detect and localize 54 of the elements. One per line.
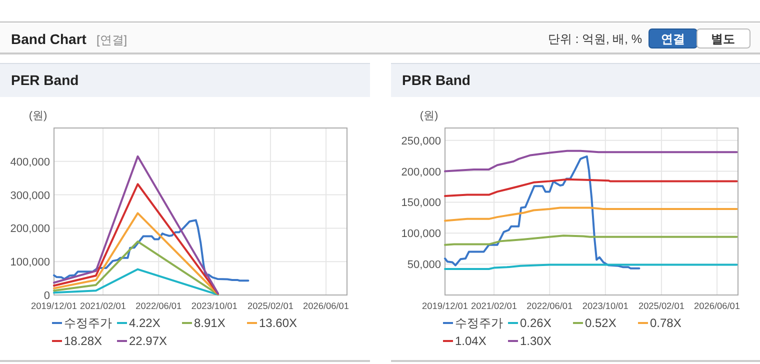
legend-label: 13.60X (259, 316, 298, 330)
legend-label: 18.28X (64, 334, 102, 348)
x-tick-label: 2023/10/01 (191, 301, 238, 311)
line-series (53, 183, 219, 295)
text: 연결 (661, 32, 685, 46)
x-tick-label: 2019/12/01 (31, 301, 77, 311)
y-axis-title: (원) (420, 110, 438, 122)
line-series (53, 268, 219, 296)
y-tick-label: 50,000 (407, 259, 441, 272)
y-tick-label: 400,000 (10, 156, 50, 168)
legend-label: 4.22X (129, 316, 160, 330)
line-series (444, 206, 738, 222)
y-tick-label: 200,000 (401, 166, 441, 178)
y-tick-label: 300,000 (10, 190, 50, 202)
y-tick-label: 100,000 (10, 256, 50, 269)
text: Band Chart (11, 31, 87, 47)
legend-label: 1.30X (520, 334, 552, 348)
line-series (53, 155, 219, 294)
line-series (444, 178, 738, 198)
line-series (444, 155, 640, 270)
text: 별도 (711, 32, 735, 46)
y-tick-label: 100,000 (401, 228, 441, 240)
x-tick-label: 2026/06/01 (303, 301, 350, 311)
y-tick-label: 200,000 (10, 223, 50, 236)
x-tick-label: 2019/12/01 (422, 301, 468, 311)
x-tick-label: 2026/06/01 (694, 301, 740, 311)
y-axis-title: (원) (28, 110, 48, 122)
line-series (444, 234, 738, 246)
x-tick-label: 2023/10/01 (582, 301, 628, 311)
x-tick-label: 2022/06/01 (136, 301, 182, 311)
legend-label: 1.04X (455, 334, 486, 348)
legend-label: 8.91X (194, 316, 226, 330)
x-tick-label: 2021/02/01 (471, 301, 518, 311)
legend-label: 0.78X (650, 316, 682, 330)
chart-title: PBR Band (402, 72, 470, 88)
y-tick-label: 250,000 (401, 135, 441, 148)
line-series (444, 150, 738, 172)
y-tick-label: 150,000 (401, 197, 441, 210)
text: 단위 : 억원, 배, % (548, 32, 642, 46)
chart-title: PER Band (11, 72, 79, 88)
legend-label: 0.26X (520, 316, 552, 330)
y-tick-label: 0 (44, 290, 50, 302)
text: [연결] (96, 33, 128, 47)
x-tick-label: 2025/02/01 (638, 301, 684, 311)
line-series (53, 212, 219, 295)
line-series (53, 219, 250, 282)
legend-label: 22.97X (129, 334, 168, 348)
x-tick-label: 2022/06/01 (526, 301, 573, 311)
line-series (53, 240, 219, 296)
legend-label: 0.52X (585, 316, 616, 330)
x-tick-label: 2025/02/01 (247, 301, 294, 311)
legend-label: 수정주가 (455, 316, 503, 330)
x-tick-label: 2021/02/01 (80, 301, 126, 311)
legend-label: 수정주가 (64, 316, 112, 330)
